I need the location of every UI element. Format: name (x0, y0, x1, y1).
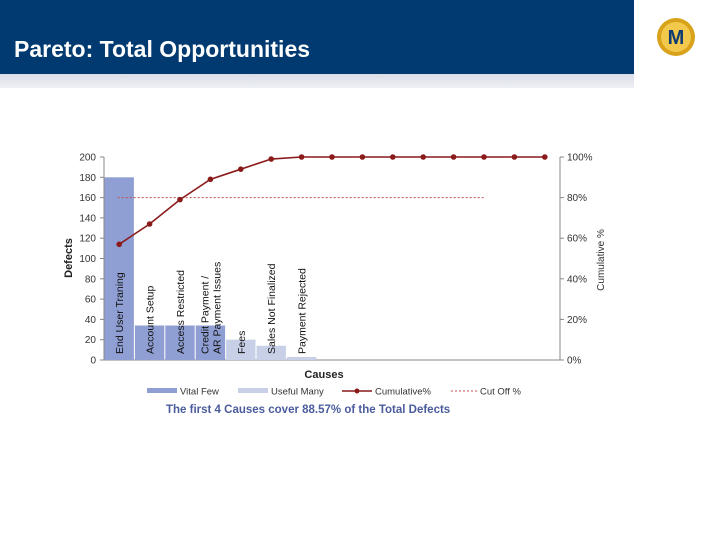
cumulative-point (177, 196, 183, 203)
legend: Vital Few Useful Many Cumulative% Cut Off % (147, 387, 522, 398)
cumulative-point (511, 154, 518, 160)
y-tick-label: 120 (79, 234, 96, 245)
title-bar-strip (0, 74, 634, 88)
cumulative-point (481, 154, 487, 160)
y2-tick-label: 20% (567, 315, 587, 326)
legend-label: Cut Off % (480, 387, 522, 398)
cumulative-line (116, 154, 548, 248)
legend-label: Cumulative% (375, 387, 432, 398)
y-tick-label: 180 (79, 173, 96, 184)
y2-tick-label: 100% (567, 153, 593, 164)
cumulative-point (238, 166, 244, 172)
y-axis-ticks: 0 20 40 60 80 100 120 140 160 180 200 (79, 153, 104, 367)
y2-axis-title: Cumulative % (596, 229, 607, 291)
legend-swatch-cumulative-point (354, 388, 360, 394)
category-labels: End User Traning Account Setup Access Rest… (114, 262, 308, 354)
bar (195, 325, 226, 360)
y-tick-label: 200 (79, 153, 96, 164)
cumulative-point (207, 176, 214, 183)
bar (226, 339, 256, 360)
cumulative-point (329, 154, 335, 160)
y-tick-label: 60 (85, 295, 97, 306)
bars (104, 177, 317, 360)
legend-label: Vital Few (180, 387, 219, 398)
y2-tick-label: 40% (567, 274, 587, 285)
category-label: Credit Payment / (199, 276, 211, 354)
category-label: Access Restricted (175, 270, 187, 354)
cumulative-point (542, 154, 548, 160)
cumulative-point (298, 154, 305, 160)
x-axis-title: Causes (304, 369, 343, 381)
y2-tick-label: 80% (567, 193, 587, 204)
cumulative-point (268, 156, 275, 162)
category-label: End User Traning (114, 272, 126, 354)
bar (134, 325, 165, 360)
cumulative-point (420, 154, 427, 160)
chart-caption: The first 4 Causes cover 88.57% of the T… (166, 404, 450, 416)
y2-tick-label: 60% (567, 234, 587, 245)
cumulative-point (390, 154, 396, 160)
bar (256, 345, 286, 360)
cumulative-point (116, 241, 122, 248)
y-tick-label: 160 (79, 193, 96, 204)
category-label: AR Payment Issues (211, 262, 223, 354)
y-tick-label: 80 (85, 274, 97, 285)
y-tick-label: 0 (90, 356, 96, 367)
y-axis-title: Defects (63, 238, 75, 278)
category-label: Account Setup (145, 286, 157, 354)
y2-axis-ticks: 0% 20% 40% 60% 80% 100% (560, 153, 593, 367)
title-bar (0, 0, 634, 74)
y-tick-label: 40 (85, 315, 97, 326)
logo-letter: M (668, 27, 685, 49)
y-tick-label: 20 (85, 335, 97, 346)
legend-swatch-useful-many (238, 388, 268, 393)
category-label: Fees (236, 331, 248, 354)
cumulative-polyline (118, 156, 545, 245)
y-tick-label: 140 (79, 213, 96, 224)
category-label: Payment Rejected (297, 268, 309, 354)
cumulative-point (146, 221, 153, 227)
cumulative-point (450, 154, 457, 160)
bar (165, 325, 195, 360)
legend-swatch-vital-few (147, 388, 177, 393)
bar (104, 177, 134, 360)
brand-m-logo-icon: M (657, 18, 695, 56)
bar (286, 356, 317, 360)
legend-label: Useful Many (271, 387, 324, 398)
page-title: Pareto: Total Opportunities (14, 36, 311, 62)
cumulative-point (359, 154, 366, 160)
category-label: Sales Not Finalized (266, 263, 278, 354)
y-tick-label: 100 (79, 254, 96, 265)
y2-tick-label: 0% (567, 356, 582, 367)
